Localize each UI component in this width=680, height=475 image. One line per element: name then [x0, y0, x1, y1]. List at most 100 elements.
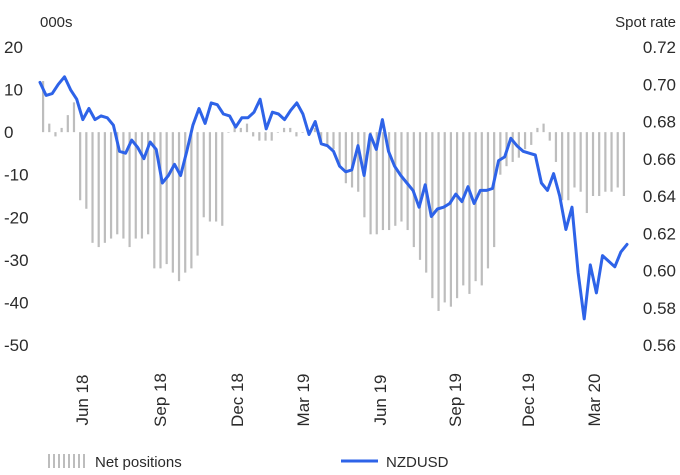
net-positions-bar	[159, 132, 162, 269]
left-axis-ticks: 20 10 0 -10 -20 -30 -40 -50	[4, 38, 29, 355]
net-positions-bar	[264, 132, 267, 141]
net-positions-bar	[313, 127, 317, 133]
legend-bar-stripe	[58, 454, 60, 468]
right-tick-label: 0.64	[643, 187, 676, 206]
legend-net-positions-swatch	[48, 454, 85, 468]
net-positions-bar	[177, 132, 181, 282]
legend-bar-stripe	[83, 454, 85, 468]
net-positions-bar	[338, 132, 341, 167]
x-tick-label: Dec 19	[519, 373, 538, 427]
net-positions-bar	[54, 132, 57, 137]
legend-bar-stripe	[53, 454, 55, 468]
net-positions-bar	[567, 132, 570, 201]
net-positions-bar	[165, 132, 168, 265]
net-positions-bar	[85, 132, 88, 209]
net-positions-bar	[425, 132, 428, 273]
right-tick-label: 0.58	[643, 299, 676, 318]
net-positions-bar	[190, 132, 193, 269]
x-tick-label: Jun 18	[73, 374, 92, 425]
net-positions-bar	[455, 132, 459, 299]
net-positions-bars	[41, 81, 626, 311]
net-positions-bar	[480, 132, 483, 286]
net-positions-bar	[486, 132, 490, 269]
net-positions-bar	[128, 132, 131, 248]
net-positions-bar	[221, 132, 224, 226]
net-positions-bar	[320, 132, 323, 141]
net-positions-bar	[474, 132, 477, 282]
left-tick-label: -30	[4, 251, 29, 270]
left-tick-label: -40	[4, 293, 29, 312]
net-positions-bar	[41, 81, 45, 133]
net-positions-bar	[202, 132, 205, 218]
left-tick-label: -10	[4, 166, 29, 185]
net-positions-bar	[79, 132, 82, 201]
x-tick-label: Sep 18	[151, 373, 170, 427]
right-tick-label: 0.68	[643, 113, 676, 132]
net-positions-bar	[610, 132, 613, 192]
right-tick-label: 0.62	[643, 224, 676, 243]
net-positions-bar	[499, 132, 502, 175]
net-positions-bar	[517, 132, 520, 158]
net-positions-bar	[122, 132, 125, 239]
net-positions-bar	[196, 132, 199, 256]
net-positions-bar	[116, 132, 119, 235]
net-positions-bar	[289, 127, 292, 133]
net-positions-bar	[239, 127, 242, 133]
x-tick-label: Mar 20	[585, 374, 604, 427]
left-tick-label: -20	[4, 208, 29, 227]
net-positions-bar	[523, 132, 527, 150]
net-positions-bar	[493, 132, 496, 248]
legend-bar-stripe	[78, 454, 80, 468]
net-positions-bar	[579, 132, 582, 192]
net-positions-bar	[332, 132, 335, 150]
net-positions-bar	[616, 132, 619, 188]
net-positions-bar	[60, 127, 63, 133]
net-positions-bar	[252, 132, 255, 137]
net-positions-bar	[468, 132, 471, 294]
x-tick-label: Dec 18	[228, 373, 247, 427]
legend-net-positions-label: Net positions	[95, 454, 182, 471]
net-positions-bar	[66, 115, 69, 133]
net-positions-bar	[554, 132, 558, 162]
net-positions-bar	[134, 132, 137, 239]
net-positions-bar	[591, 132, 595, 196]
net-positions-bar	[109, 132, 113, 239]
net-positions-bar	[561, 132, 564, 201]
net-positions-bar	[462, 132, 465, 286]
net-positions-bar	[394, 132, 397, 226]
net-positions-bar	[406, 132, 409, 231]
net-positions-bar	[295, 132, 298, 137]
net-positions-bar	[530, 132, 533, 145]
net-positions-bar	[326, 132, 329, 145]
nzdusd-line	[38, 75, 629, 321]
net-positions-bar	[72, 102, 76, 133]
net-positions-bar	[542, 123, 545, 133]
legend-bar-stripe	[48, 454, 50, 468]
net-positions-bar	[227, 132, 230, 133]
legend: Net positions NZDUSD	[48, 454, 449, 471]
net-positions-bar	[48, 123, 51, 133]
right-tick-label: 0.60	[643, 262, 676, 281]
net-positions-bar	[97, 132, 100, 248]
x-tick-label: Jun 19	[371, 374, 390, 425]
x-tick-label: Sep 19	[446, 373, 465, 427]
net-positions-bar	[443, 132, 446, 303]
net-positions-bar	[369, 132, 372, 235]
right-tick-label: 0.70	[643, 75, 676, 94]
left-tick-label: 10	[4, 81, 23, 100]
net-positions-bar	[437, 132, 440, 311]
net-positions-bar	[301, 132, 304, 133]
net-positions-bar	[276, 132, 279, 133]
net-positions-bar	[171, 132, 174, 273]
net-positions-bar	[270, 132, 273, 141]
net-positions-bar	[604, 132, 607, 192]
net-positions-bar	[598, 132, 601, 196]
legend-bar-stripe	[63, 454, 65, 468]
net-positions-bar	[418, 132, 422, 260]
right-axis-ticks: 0.72 0.70 0.68 0.66 0.64 0.62 0.60 0.58 0.56	[643, 38, 676, 355]
legend-bar-stripe	[68, 454, 70, 468]
net-positions-bar	[622, 132, 626, 196]
net-positions-bar	[147, 132, 150, 235]
net-positions-bar	[140, 132, 144, 239]
legend-nzdusd-label: NZDUSD	[386, 454, 449, 471]
